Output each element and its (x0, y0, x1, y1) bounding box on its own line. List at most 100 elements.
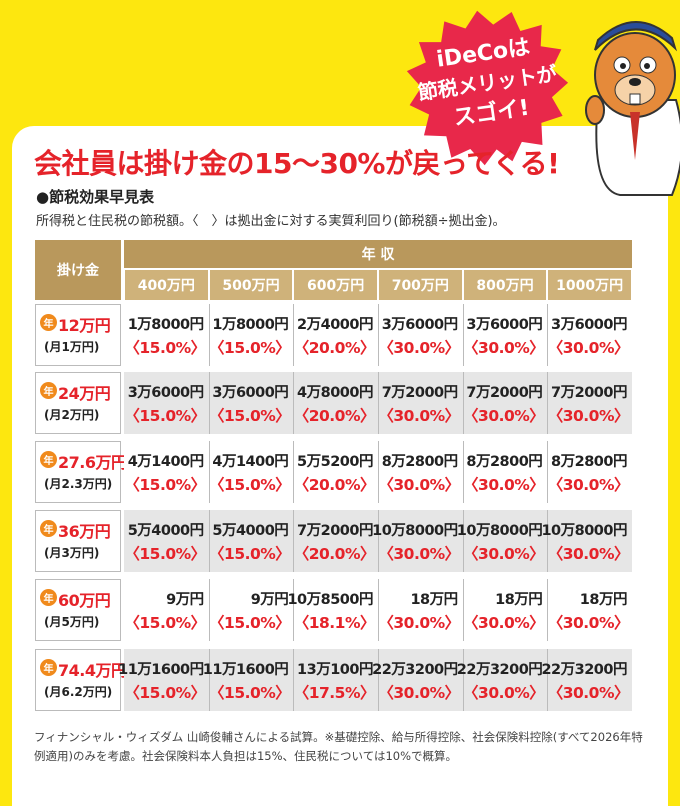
saving-rate: 〈30.0%〉 (463, 407, 545, 425)
table-cell: 11万1600円〈15.0%〉 (203, 649, 294, 711)
table-cell: 4万8000円 〈20.0%〉 (293, 372, 378, 434)
table-cell: 2万4000円 〈20.0%〉 (293, 304, 378, 366)
column-header: 700万円 (379, 270, 462, 300)
table-cell: 10万8000円 〈30.0%〉 (457, 510, 548, 572)
saving-rate: 〈30.0%〉 (463, 339, 545, 357)
saving-amount: 10万8500円 (287, 592, 373, 608)
saving-amount: 3万6000円 (127, 385, 204, 401)
saving-amount: 22万3200円 (541, 662, 627, 678)
annual-amount: 24万円 (58, 384, 111, 403)
column-header: 500万円 (209, 270, 293, 300)
table-cell: 8万2800円 〈30.0%〉 (547, 441, 632, 503)
table-cell: 13万100円 〈17.5%〉 (293, 649, 378, 711)
saving-amount: 18万円 (495, 592, 543, 608)
saving-amount: 3万6000円 (466, 317, 543, 333)
saving-amount: 8万2800円 (466, 454, 543, 470)
saving-amount: 5万4000円 (212, 523, 289, 539)
annual-amount: 36万円 (58, 522, 111, 541)
year-mark: 年 (40, 314, 57, 331)
column-header: 600万円 (294, 270, 377, 300)
saving-amount: 22万3200円 (372, 662, 458, 678)
saving-rate: 〈30.0%〉 (378, 545, 460, 563)
saving-amount: 18万円 (579, 592, 628, 608)
saving-rate: 〈15.0%〉 (209, 476, 291, 494)
table-cell: 4万1400円 〈15.0%〉 (124, 441, 209, 503)
saving-amount: 3万6000円 (212, 385, 289, 401)
saving-amount: 3万6000円 (551, 317, 627, 333)
table-cell: 22万3200円 〈30.0%〉 (372, 649, 463, 711)
income-header: 年 収 (124, 240, 632, 268)
saving-amount: 2万4000円 (297, 317, 373, 333)
table-cell: 18万円〈30.0%〉 (547, 579, 632, 641)
saving-amount: 7万2000円 (297, 523, 373, 539)
saving-rate: 〈20.0%〉 (293, 339, 376, 357)
saving-amount: 7万2000円 (466, 385, 543, 401)
saving-rate: 〈30.0%〉 (547, 614, 630, 632)
row-label: 年 24万円 (月2万円) (35, 372, 121, 434)
saving-rate: 〈15.0%〉 (209, 614, 291, 632)
table-cell: 3万6000円 〈30.0%〉 (462, 304, 548, 366)
saving-rate: 〈30.0%〉 (463, 684, 545, 702)
saving-rate: 〈30.0%〉 (378, 614, 460, 632)
saving-rate: 〈30.0%〉 (547, 545, 630, 563)
saving-amount: 8万2800円 (381, 454, 458, 470)
table-cell: 5万5200円 〈20.0%〉 (293, 441, 378, 503)
saving-rate: 〈15.0%〉 (124, 407, 206, 425)
badge: iDeCoは 節税メリットが スゴイ! (406, 10, 569, 166)
saving-amount: 11万1600円 (118, 662, 204, 678)
annual-amount: 12万円 (58, 316, 111, 335)
table-cell: 10万8500円〈18.1%〉 (287, 579, 378, 641)
saving-rate: 〈15.0%〉 (209, 407, 291, 425)
saving-rate: 〈18.1%〉 (293, 614, 376, 632)
year-mark: 年 (40, 451, 57, 468)
monthly-amount: (月5万円) (44, 615, 100, 629)
saving-amount: 4万1400円 (127, 454, 204, 470)
column-header: 1000万円 (548, 270, 631, 300)
table-cell: 18万円〈30.0%〉 (378, 579, 463, 641)
row-label: 年 36万円 (月3万円) (35, 510, 121, 572)
year-mark: 年 (40, 382, 57, 399)
saving-rate: 〈30.0%〉 (463, 545, 545, 563)
table-cell: 8万2800円 〈30.0%〉 (462, 441, 548, 503)
saving-amount: 4万1400円 (212, 454, 289, 470)
saving-rate: 〈15.0%〉 (124, 476, 206, 494)
saving-amount: 7万2000円 (381, 385, 458, 401)
year-mark: 年 (40, 659, 57, 676)
saving-rate: 〈30.0%〉 (547, 476, 630, 494)
annual-amount: 74.4万円 (58, 661, 127, 680)
year-mark: 年 (40, 520, 57, 537)
table-cell: 10万8000円 〈30.0%〉 (372, 510, 463, 572)
saving-rate: 〈17.5%〉 (293, 684, 376, 702)
year-mark: 年 (40, 589, 57, 606)
column-header: 400万円 (125, 270, 208, 300)
saving-amount: 9万円 (166, 592, 204, 608)
section-heading: ●節税効果早見表 (36, 188, 155, 206)
table-cell: 5万4000円 〈15.0%〉 (208, 510, 294, 572)
saving-amount: 1万8000円 (212, 317, 289, 333)
table-cell: 11万1600円〈15.0%〉 (118, 649, 209, 711)
saving-amount: 1万8000円 (127, 317, 204, 333)
table-cell: 10万8000円 〈30.0%〉 (541, 510, 632, 572)
table-cell: 3万6000円 〈15.0%〉 (124, 372, 209, 434)
saving-amount: 5万4000円 (127, 523, 204, 539)
table-cell: 1万8000円 〈15.0%〉 (124, 304, 209, 366)
title: 会社員は掛け金の15〜30%が戻ってくる! (34, 147, 560, 180)
saving-rate: 〈30.0%〉 (547, 684, 630, 702)
table-cell: 7万2000円 〈30.0%〉 (547, 372, 632, 434)
saving-rate: 〈30.0%〉 (547, 407, 630, 425)
annual-amount: 60万円 (58, 591, 111, 610)
monthly-amount: (月1万円) (44, 340, 100, 354)
table-cell: 1万8000円 〈15.0%〉 (208, 304, 294, 366)
table-cell: 9万円 〈15.0%〉 (124, 579, 209, 641)
saving-amount: 11万1600円 (202, 662, 289, 678)
saving-amount: 5万5200円 (297, 454, 373, 470)
saving-rate: 〈15.0%〉 (124, 684, 206, 702)
saving-amount: 13万100円 (297, 662, 373, 678)
table-cell: 9万円 〈15.0%〉 (208, 579, 294, 641)
saving-rate: 〈30.0%〉 (378, 476, 460, 494)
saving-amount: 8万2800円 (551, 454, 627, 470)
saving-amount: 18万円 (410, 592, 458, 608)
monthly-amount: (月2.3万円) (44, 477, 113, 491)
saving-rate: 〈15.0%〉 (209, 684, 291, 702)
